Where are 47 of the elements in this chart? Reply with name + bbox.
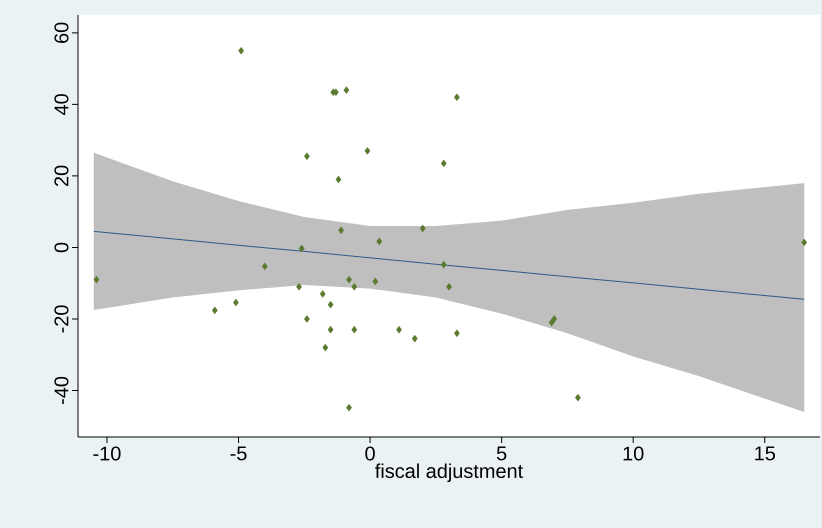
point [396,326,402,334]
point [446,282,452,291]
y-tick-label: 20 [54,166,68,186]
x-tick-label: -10 [93,446,121,461]
point [344,86,350,94]
point [304,152,310,160]
point [440,260,447,268]
x-tick-label: 0 [365,446,375,461]
point [372,278,378,286]
point [336,176,342,184]
point [298,244,305,252]
point [454,329,460,338]
point [575,394,581,402]
point [320,290,326,298]
point [322,344,328,352]
point [551,315,558,323]
point [801,238,808,246]
point [238,46,244,55]
point [351,282,358,291]
point [440,160,447,168]
point [304,315,310,323]
point [338,226,344,234]
point [212,306,218,314]
point [94,276,100,284]
point [296,282,302,291]
point [420,224,426,232]
point [328,326,334,334]
point [351,326,358,334]
point [454,93,460,102]
y-tick-label: 0 [54,242,68,252]
point [364,147,370,155]
y-tick-label: -40 [54,376,68,404]
point [232,298,239,306]
point [412,334,418,342]
point [262,262,268,270]
x-tick-label: 15 [755,446,775,460]
y-tick-label: -20 [54,305,68,332]
x-tick-label: -5 [230,446,247,460]
x-tick-label: 10 [624,446,644,461]
point [346,276,352,284]
point [376,238,382,246]
y-tick-label: 40 [54,94,68,116]
x-axis-title: fiscal adjustment [375,463,524,482]
x-tick-label: 5 [496,446,506,460]
y-tick-label: 60 [54,22,68,43]
point [346,404,352,412]
point [328,300,334,308]
